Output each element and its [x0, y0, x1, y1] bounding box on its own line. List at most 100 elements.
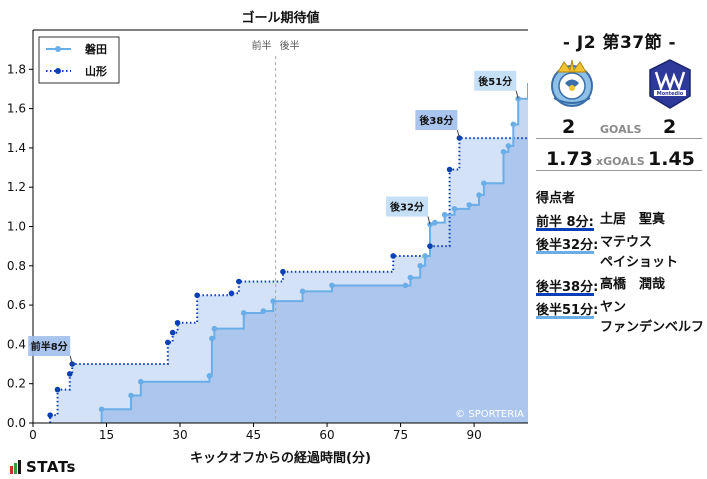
xgoals-label: xGOALS — [596, 155, 645, 168]
goal-annotation-pointer — [69, 355, 73, 365]
data-point — [451, 206, 458, 212]
divider — [536, 170, 702, 171]
svg-text:Montedio: Montedio — [657, 91, 684, 97]
y-tick-label: 0.8 — [7, 259, 26, 273]
stats-logo-text: STATs — [26, 458, 76, 476]
goal-annotation-box — [415, 110, 458, 131]
data-point — [407, 274, 414, 281]
goal-annotation-label: 後51分 — [478, 75, 512, 88]
x-tick-label: 0 — [29, 428, 37, 442]
data-point — [169, 329, 176, 336]
scorer-time: 後半51分: — [536, 303, 599, 318]
data-point — [427, 243, 433, 249]
data-point — [236, 278, 242, 285]
home-goals: 2 — [562, 116, 576, 138]
goal-annotation-label: 後38分 — [419, 114, 453, 127]
home-xg: 1.73 — [546, 148, 593, 170]
data-point — [66, 371, 73, 377]
legend-swatch-marker — [55, 68, 61, 74]
scorer-team-underline — [536, 228, 594, 231]
y-tick-label: 1.8 — [7, 62, 26, 76]
goal-annotation-box — [385, 196, 428, 217]
goal-annotation-pointer — [456, 129, 460, 139]
legend-label: 山形 — [85, 64, 107, 78]
montedio-yamagata-crest-icon: Montedio — [649, 59, 691, 109]
jubilo-iwata-crest-icon — [551, 59, 593, 107]
data-point — [510, 121, 517, 128]
data-point — [299, 288, 306, 295]
goal-annotation: 前半8分 — [28, 336, 73, 365]
stats-logo: STATs — [10, 458, 76, 478]
match-round-title: - J2 第37節 - — [562, 33, 677, 53]
data-point — [417, 263, 423, 269]
scorer-name-continued: ファンデンベルフ — [600, 320, 705, 335]
goal-annotation-label: 後32分 — [390, 201, 424, 214]
goals-label: GOALS — [600, 123, 642, 136]
x-tick-label: 90 — [466, 428, 481, 442]
data-point — [270, 298, 276, 304]
legend-box — [38, 36, 120, 84]
y-tick-label: 0.0 — [7, 416, 26, 430]
y-tick-label: 1.4 — [7, 141, 26, 155]
y-tick-label: 1.6 — [7, 102, 26, 116]
scorer-time: 後半32分: — [536, 238, 599, 253]
x-tick-label: 45 — [246, 428, 261, 442]
data-point — [456, 135, 463, 141]
goal-annotation-pointer — [515, 90, 519, 99]
watermark: © SPORTERIA — [455, 409, 524, 420]
goal-annotation-box — [28, 336, 71, 357]
y-tick-label: 0.4 — [7, 337, 26, 351]
goal-annotation: 後32分 — [385, 196, 431, 225]
legend-swatch-marker — [55, 46, 61, 52]
data-point — [500, 149, 507, 155]
data-point — [466, 202, 472, 208]
away-xg: 1.45 — [648, 148, 695, 170]
x-tick-label: 30 — [172, 428, 187, 442]
data-point — [280, 268, 286, 275]
data-point — [427, 221, 433, 228]
data-point — [402, 282, 409, 289]
data-point — [441, 211, 448, 218]
scorer-name: ヤン — [600, 300, 627, 315]
scorer-name: 土居 聖真 — [600, 212, 666, 227]
legend — [38, 36, 120, 84]
x-tick-label: 60 — [319, 428, 334, 442]
scorer-name: マテウス — [600, 235, 653, 250]
match-panel: - J2 第37節 - Montedio 2 GOALS 2 1.73 xGOA… — [532, 0, 707, 479]
second-half-label: 後半 — [280, 39, 300, 52]
data-point — [164, 339, 171, 346]
data-point — [138, 378, 144, 385]
legend-label: 磐田 — [85, 42, 107, 56]
data-point — [228, 290, 235, 297]
scorer-team-underline — [536, 293, 594, 296]
data-point — [240, 310, 247, 316]
data-point — [432, 219, 438, 226]
x-tick-label: 75 — [393, 428, 408, 442]
data-point — [329, 282, 335, 289]
goal-annotation: 後38分 — [415, 110, 460, 139]
scorer-time: 後半38分: — [536, 280, 599, 295]
scorers-title: 得点者 — [536, 191, 576, 206]
data-point — [446, 166, 453, 173]
scorer-team-underline — [536, 316, 594, 319]
data-point — [209, 335, 215, 342]
scorer-name-continued: ペイショット — [600, 255, 679, 270]
away-goals: 2 — [663, 116, 677, 138]
y-tick-label: 1.2 — [7, 180, 26, 194]
x-tick-label: 15 — [99, 428, 114, 442]
data-point — [211, 325, 218, 332]
chart-title: ゴール期待値 — [241, 10, 319, 26]
y-tick-label: 1.0 — [7, 220, 26, 234]
data-point — [98, 406, 105, 413]
data-point — [476, 192, 482, 198]
goal-annotation-box — [474, 70, 517, 91]
y-tick-label: 0.6 — [7, 298, 26, 312]
data-point — [54, 386, 61, 393]
x-axis-label: キックオフからの経過時間(分) — [190, 450, 371, 466]
data-point — [128, 392, 134, 399]
first-half-label: 前半 — [252, 39, 272, 52]
stats-bars-icon — [10, 460, 22, 478]
data-point — [260, 308, 267, 314]
scorer-name: 高橋 潤哉 — [600, 277, 666, 292]
